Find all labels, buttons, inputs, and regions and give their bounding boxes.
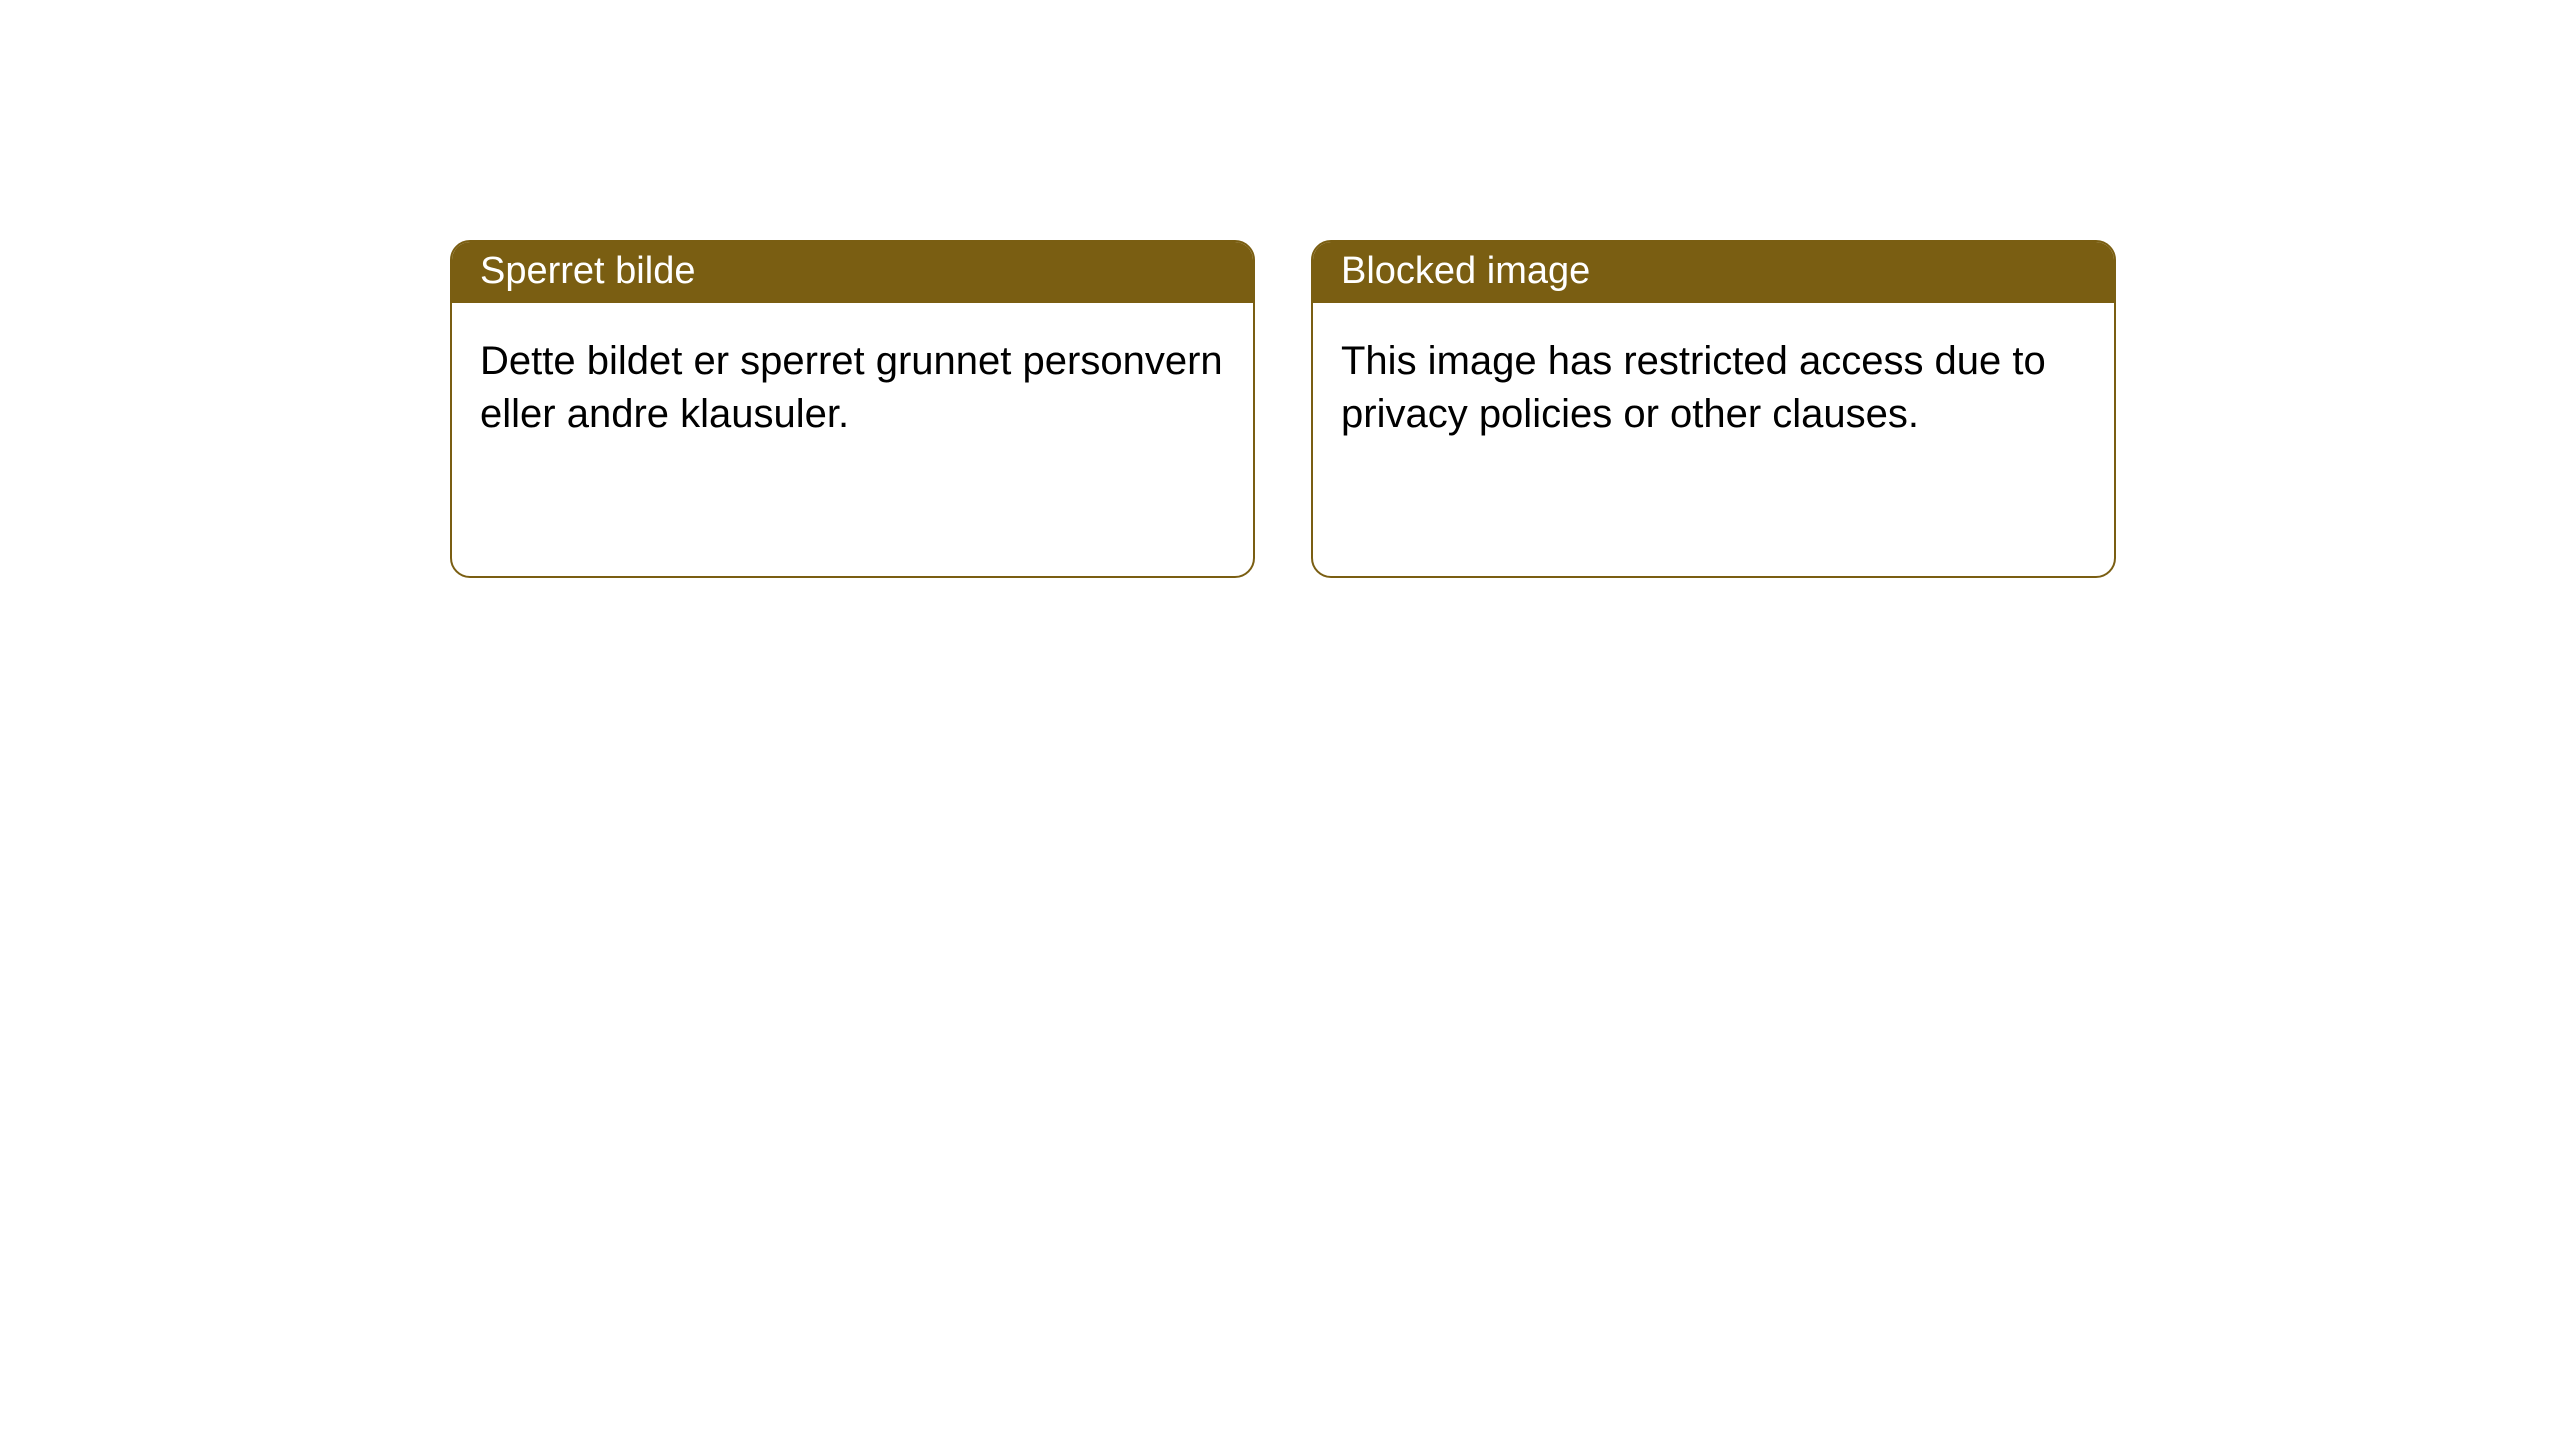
card-message-english: This image has restricted access due to …	[1341, 339, 2046, 436]
card-body-english: This image has restricted access due to …	[1313, 303, 2114, 473]
blocked-image-card-english: Blocked image This image has restricted …	[1311, 240, 2116, 578]
card-body-norwegian: Dette bildet er sperret grunnet personve…	[452, 303, 1253, 473]
card-header-english: Blocked image	[1313, 242, 2114, 303]
notice-container: Sperret bilde Dette bildet er sperret gr…	[0, 0, 2560, 578]
blocked-image-card-norwegian: Sperret bilde Dette bildet er sperret gr…	[450, 240, 1255, 578]
card-title-norwegian: Sperret bilde	[480, 250, 695, 292]
card-header-norwegian: Sperret bilde	[452, 242, 1253, 303]
card-message-norwegian: Dette bildet er sperret grunnet personve…	[480, 339, 1223, 436]
card-title-english: Blocked image	[1341, 250, 1590, 292]
